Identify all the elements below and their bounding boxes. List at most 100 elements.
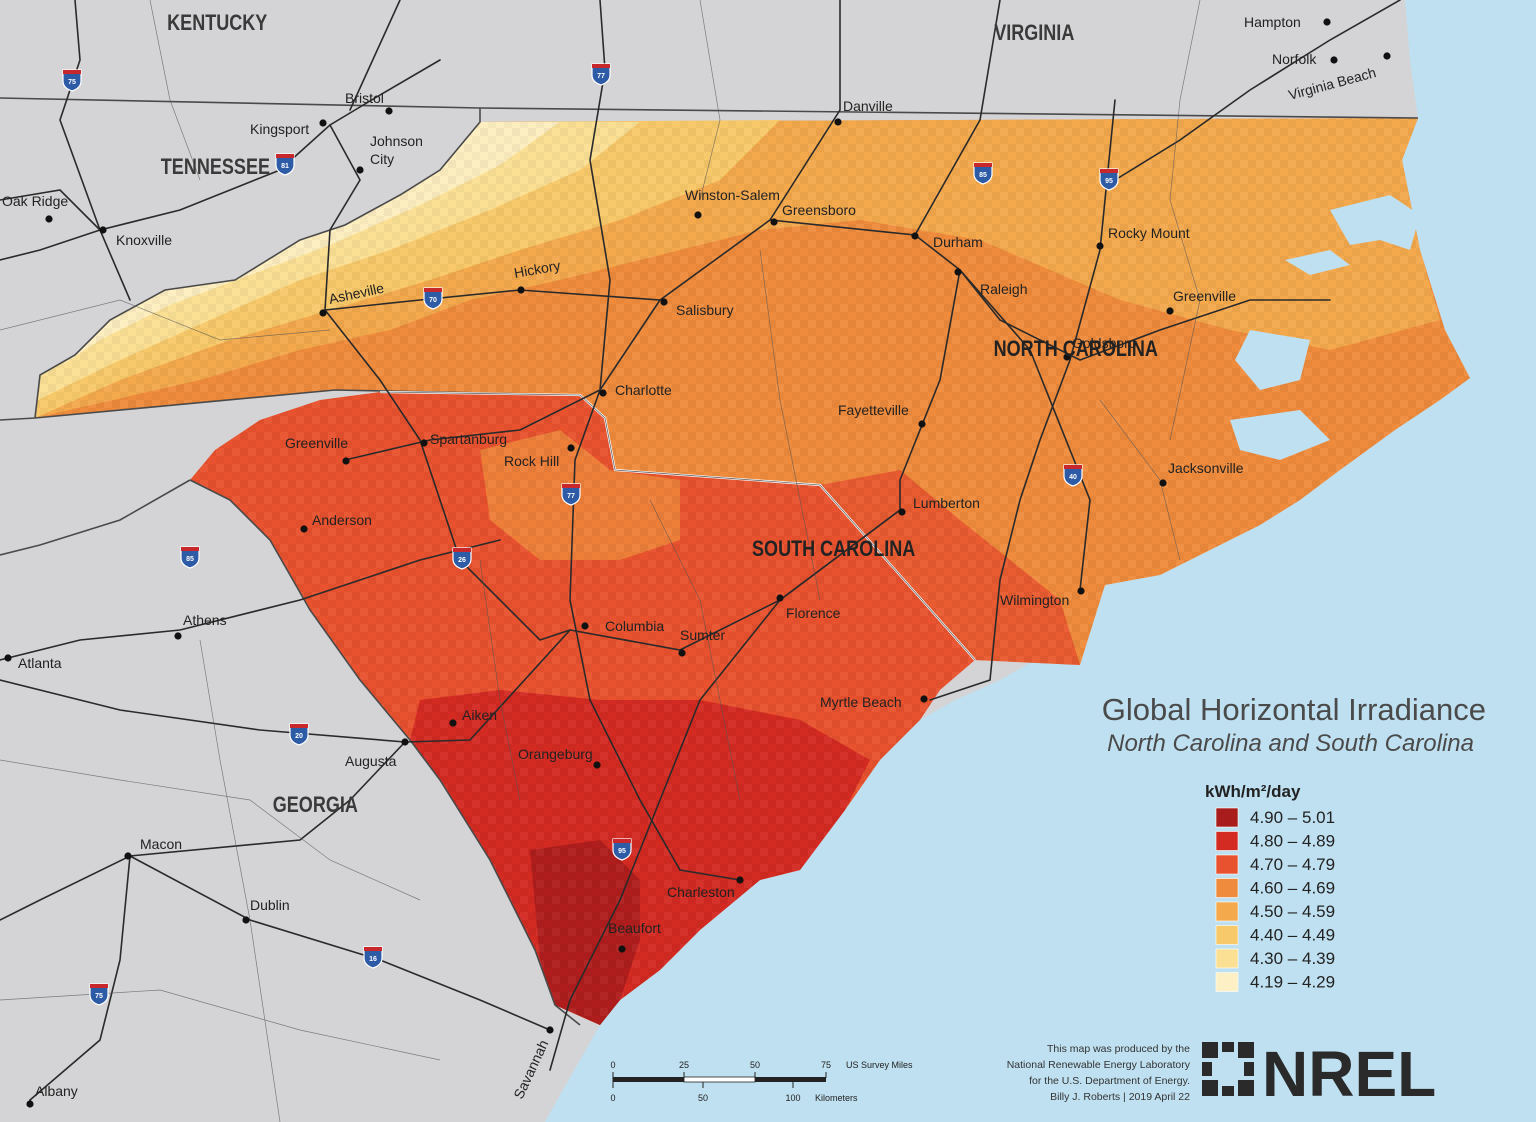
subtitle-text: North Carolina and South Carolina xyxy=(1107,730,1474,757)
city-dot xyxy=(1166,307,1174,315)
scale-mi-25: 25 xyxy=(679,1060,689,1070)
city-dot xyxy=(319,309,327,317)
city-dot xyxy=(401,738,409,746)
scale-km-unit: Kilometers xyxy=(815,1093,858,1103)
interstate-shield-number: 95 xyxy=(618,848,626,855)
interstate-shield-number: 77 xyxy=(567,493,575,500)
city-dot xyxy=(599,389,607,397)
scale-km-100: 100 xyxy=(785,1093,800,1103)
city-dot xyxy=(918,420,926,428)
legend: kWh/m²/day 4.90 – 5.01 4.80 – 4.89 4.70 – … xyxy=(1205,782,1335,992)
credit-line-2: National Renewable Energy Laboratory xyxy=(1007,1059,1191,1071)
city-dots xyxy=(4,18,1391,1108)
state-borders xyxy=(0,97,1419,1026)
interstate-shield-number: 81 xyxy=(281,163,289,170)
city-label: Beaufort xyxy=(608,920,661,936)
interstate-shield-number: 75 xyxy=(95,993,103,1000)
city-label: Sumter xyxy=(680,627,725,643)
interstate-shields: 75 77 81 85 95 70 77 40 85 26 20 95 16 75 xyxy=(62,63,1119,1006)
interstate-shield-icon: 77 xyxy=(561,483,581,506)
city-label: Anderson xyxy=(312,512,372,528)
legend-label: 4.50 – 4.59 xyxy=(1250,902,1335,921)
city-dot xyxy=(911,232,919,240)
legend-swatch xyxy=(1215,854,1239,875)
state-label-south-carolina: SOUTH CAROLINA xyxy=(752,537,915,561)
city-dot xyxy=(1383,52,1391,60)
city-label: Hampton xyxy=(1244,14,1301,30)
interstate-shield-icon: 85 xyxy=(973,162,993,185)
city-dot xyxy=(567,444,575,452)
city-label: Charlotte xyxy=(615,382,672,398)
interstate-shield-number: 20 xyxy=(295,733,303,740)
map-title: Global Horizontal Irradiance North Carol… xyxy=(1102,692,1486,757)
scale-km-50: 50 xyxy=(698,1093,708,1103)
city-label: Bristol xyxy=(345,90,384,106)
legend-label: 4.60 – 4.69 xyxy=(1250,879,1335,898)
state-label-georgia: GEORGIA xyxy=(273,793,358,817)
interstate-shield-number: 26 xyxy=(458,557,466,564)
city-label: Columbia xyxy=(605,618,664,634)
scale-mi-0: 0 xyxy=(610,1060,615,1070)
interstate-shield-number: 85 xyxy=(979,172,987,179)
city-dot xyxy=(1096,242,1104,250)
city-label: Greenville xyxy=(285,435,348,451)
legend-label: 4.80 – 4.89 xyxy=(1250,832,1335,851)
scale-bar: 0 25 50 75 US Survey Miles 0 50 100 Kilo… xyxy=(610,1060,913,1103)
interstate-shield-icon: 75 xyxy=(62,69,82,92)
interstate-shield-icon: 77 xyxy=(591,63,611,86)
city-label: Lumberton xyxy=(913,495,980,511)
city-label: Kingsport xyxy=(250,121,309,137)
north-carolina-irradiance xyxy=(35,118,1470,665)
interstate-shield-icon: 26 xyxy=(452,547,472,570)
state-labels: KENTUCKY VIRGINIA TENNESSEE NORTH CAROLI… xyxy=(161,11,1158,817)
city-label: Knoxville xyxy=(116,232,172,248)
city-dot xyxy=(920,695,928,703)
city-dot xyxy=(954,268,962,276)
city-label: Raleigh xyxy=(980,281,1027,297)
interstate-shield-number: 75 xyxy=(68,79,76,86)
city-label: Myrtle Beach xyxy=(820,694,902,710)
city-dot xyxy=(342,457,350,465)
legend-swatch xyxy=(1215,972,1239,992)
city-label: City xyxy=(370,151,394,167)
interstate-shield-icon: 95 xyxy=(1099,168,1119,191)
city-dot xyxy=(1330,56,1338,64)
nrel-wordmark: NREL xyxy=(1262,1038,1436,1110)
city-dot xyxy=(420,439,428,447)
city-dot xyxy=(694,211,702,219)
legend-swatch xyxy=(1215,831,1239,851)
city-label: Jacksonville xyxy=(1168,460,1244,476)
legend-label: 4.90 – 5.01 xyxy=(1250,808,1335,827)
city-dot xyxy=(770,218,778,226)
legend-swatch xyxy=(1215,925,1239,945)
legend-swatch xyxy=(1215,807,1239,828)
city-dot xyxy=(678,649,686,657)
city-dot xyxy=(1077,587,1085,595)
legend-label: 4.70 – 4.79 xyxy=(1250,855,1335,874)
nrel-logo: NREL xyxy=(1202,1038,1436,1110)
city-label: Charleston xyxy=(667,884,735,900)
city-label: Aiken xyxy=(462,707,497,723)
legend-items: 4.90 – 5.01 4.80 – 4.89 4.70 – 4.79 4.60 – … xyxy=(1215,807,1335,992)
interstate-shield-number: 70 xyxy=(429,297,437,304)
coastal-sounds xyxy=(1230,195,1420,460)
city-label: Durham xyxy=(933,234,983,250)
city-label: Athens xyxy=(183,612,227,628)
credit-line-3: for the U.S. Department of Energy. xyxy=(1029,1075,1190,1087)
city-dot xyxy=(174,632,182,640)
city-dot xyxy=(660,298,668,306)
title-text: Global Horizontal Irradiance xyxy=(1102,692,1486,727)
city-label: Rock Hill xyxy=(504,453,559,469)
credit-block: This map was produced by the National Re… xyxy=(1007,1043,1191,1103)
city-dot xyxy=(1063,353,1071,361)
interstate-shield-icon: 95 xyxy=(612,838,632,861)
city-label: Wilmington xyxy=(1000,592,1069,608)
city-label: Greenville xyxy=(1173,288,1236,304)
state-label-kentucky: KENTUCKY xyxy=(167,11,268,35)
city-dot xyxy=(517,286,525,294)
interstate-shield-icon: 70 xyxy=(423,287,443,310)
city-dot xyxy=(776,594,784,602)
interstate-shield-icon: 40 xyxy=(1063,464,1083,487)
